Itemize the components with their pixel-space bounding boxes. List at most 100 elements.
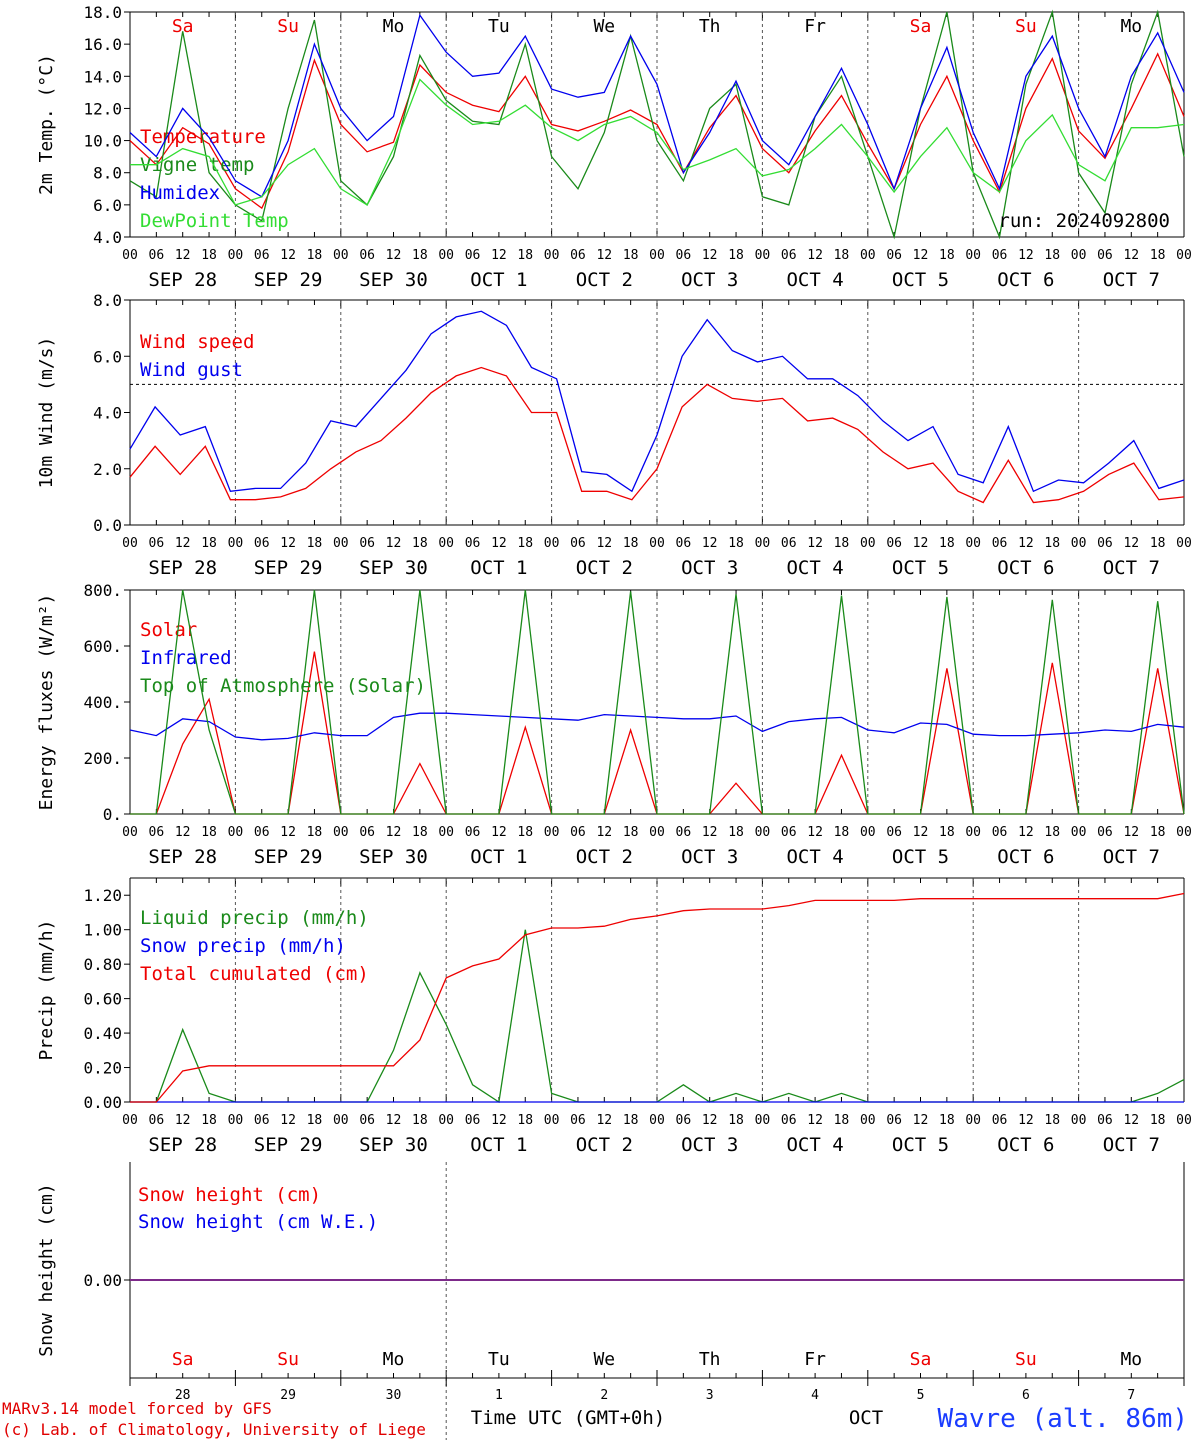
panel-5: 0.00 Snow height (cm) Snow height (cm) Snow… [36, 1162, 1185, 1440]
hour-label: 12 [175, 248, 191, 263]
hour-label: 06 [992, 825, 1008, 840]
hour-label: 12 [1123, 248, 1139, 263]
hour-label: 18 [307, 825, 323, 840]
hour-label: 18 [307, 536, 323, 551]
hour-label: 00 [649, 248, 665, 263]
y-tick-label: 0.80 [83, 955, 122, 974]
date-label: OCT 4 [786, 1134, 843, 1156]
hour-label: 00 [438, 536, 454, 551]
hour-label: 06 [992, 248, 1008, 263]
hour-label: 18 [412, 1113, 428, 1128]
hour-label: 06 [886, 248, 902, 263]
hour-label: 06 [149, 536, 165, 551]
series-line-top-of-atmosphere-solar- [130, 589, 1185, 815]
date-label: SEP 30 [359, 1134, 428, 1156]
date-label: OCT 2 [576, 557, 633, 579]
hour-label: 06 [254, 248, 270, 263]
hour-label: 18 [1044, 536, 1060, 551]
hour-label: 12 [596, 825, 612, 840]
hour-label: 06 [886, 536, 902, 551]
legend-entry: DewPoint Temp [140, 210, 289, 232]
day-name-bottom: Mo [383, 1349, 405, 1370]
day-name-top: Mo [383, 16, 405, 37]
hour-label: 18 [623, 536, 639, 551]
hour-label: 00 [228, 1113, 244, 1128]
hour-label: 18 [1150, 1113, 1166, 1128]
hour-label: 00 [649, 1113, 665, 1128]
hour-label: 18 [623, 825, 639, 840]
date-label: SEP 29 [254, 1134, 323, 1156]
date-label: SEP 30 [359, 269, 428, 291]
day-name-bottom: Sa [910, 1349, 932, 1370]
date-label: SEP 29 [254, 846, 323, 868]
hour-label: 12 [386, 536, 402, 551]
date-label: OCT 6 [997, 1134, 1054, 1156]
hour-label: 00 [1071, 1113, 1087, 1128]
hour-label: 18 [939, 248, 955, 263]
hour-label: 18 [939, 825, 955, 840]
hour-label: 12 [280, 536, 296, 551]
hour-label: 12 [1018, 248, 1034, 263]
hour-label: 12 [1123, 536, 1139, 551]
y-axis-label: Energy fluxes (W/m²) [36, 594, 57, 811]
hour-label: 18 [201, 1113, 217, 1128]
date-label: OCT 1 [470, 1134, 527, 1156]
panel-4: 0.00 0.20 0.40 0.60 0.80 1.00 1.20 Precip (mm/h… [36, 877, 1192, 1156]
hour-label: 12 [386, 1113, 402, 1128]
hour-label: 00 [755, 248, 771, 263]
day-number: 1 [495, 1388, 503, 1403]
hour-label: 12 [1123, 1113, 1139, 1128]
hour-label: 00 [122, 825, 138, 840]
hour-label: 18 [939, 536, 955, 551]
legend-entry: Top of Atmosphere (Solar) [140, 675, 426, 697]
hour-label: 18 [412, 536, 428, 551]
x-axis-label: Time UTC (GMT+0h) [471, 1407, 665, 1429]
y-tick-label: 8.0 [93, 164, 122, 183]
day-name-bottom: Mo [1120, 1349, 1142, 1370]
hour-label: 00 [122, 1113, 138, 1128]
day-number: 29 [280, 1388, 296, 1403]
date-label: OCT 5 [892, 846, 949, 868]
hour-label: 12 [491, 1113, 507, 1128]
hour-label: 12 [596, 248, 612, 263]
date-label: OCT 7 [1103, 557, 1160, 579]
hour-label: 12 [807, 825, 823, 840]
hour-label: 06 [781, 248, 797, 263]
legend-entry: Wind speed [140, 331, 254, 353]
day-name-top: Tu [488, 16, 510, 37]
hour-label: 06 [359, 825, 375, 840]
hour-label: 06 [254, 825, 270, 840]
y-tick-label: 6.0 [93, 347, 122, 366]
hour-label: 18 [307, 248, 323, 263]
hour-label: 12 [702, 1113, 718, 1128]
hour-label: 06 [1097, 248, 1113, 263]
hour-label: 18 [623, 248, 639, 263]
day-number: 5 [917, 1388, 925, 1403]
hour-label: 00 [649, 536, 665, 551]
hour-label: 06 [149, 248, 165, 263]
hour-label: 12 [491, 825, 507, 840]
day-name-top: Fr [804, 16, 826, 37]
day-number: 2 [600, 1388, 608, 1403]
hour-label: 00 [333, 825, 349, 840]
hour-label: 00 [1071, 248, 1087, 263]
date-label: SEP 29 [254, 269, 323, 291]
day-number: 6 [1022, 1388, 1030, 1403]
run-label: run: 2024092800 [998, 210, 1170, 232]
date-label: OCT 1 [470, 557, 527, 579]
legend-entry: Snow height (cm) [138, 1184, 321, 1206]
hour-label: 00 [1071, 825, 1087, 840]
series-line-infrared [129, 712, 1185, 741]
hour-label: 00 [228, 825, 244, 840]
date-label: OCT 3 [681, 1134, 738, 1156]
date-label: SEP 28 [148, 269, 217, 291]
series-line-wind-speed [129, 366, 1185, 504]
panel-1: 4.0 6.0 8.0 10.0 12.0 14.0 16.0 18.0 2m Temp. (°… [36, 3, 1192, 291]
hour-label: 06 [1097, 825, 1113, 840]
hour-label: 06 [465, 536, 481, 551]
hour-label: 06 [254, 536, 270, 551]
date-label: OCT 1 [470, 269, 527, 291]
hour-label: 06 [676, 825, 692, 840]
day-number: 4 [811, 1388, 819, 1403]
hour-label: 00 [1176, 1113, 1192, 1128]
